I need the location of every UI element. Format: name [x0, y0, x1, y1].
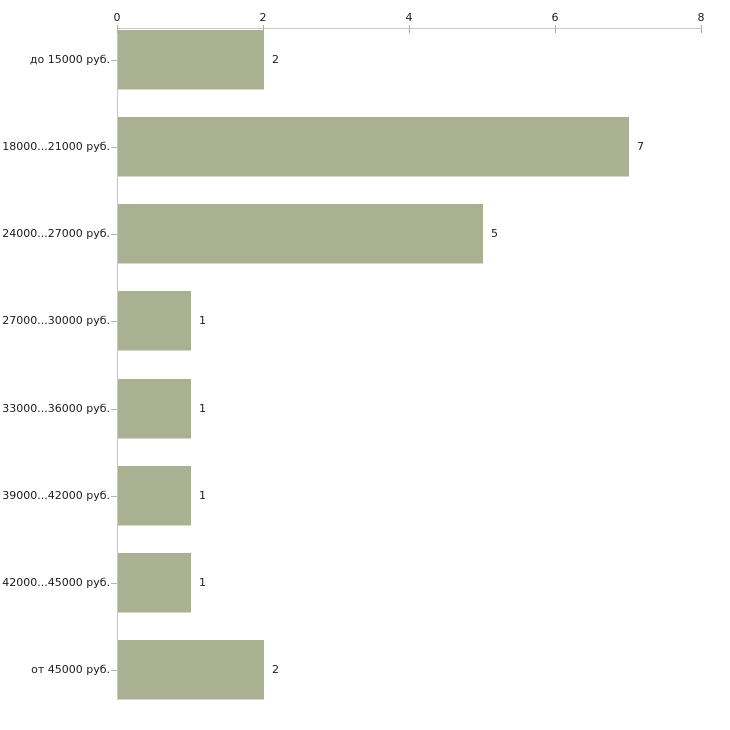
category-label: 42000...45000 руб.	[2, 576, 110, 589]
x-axis-tick-label: 4	[405, 11, 413, 24]
category-label: 39000...42000 руб.	[2, 489, 110, 502]
bar	[118, 30, 264, 90]
bar-value-label: 2	[272, 53, 279, 66]
bar	[118, 640, 264, 700]
bar	[118, 204, 483, 264]
bar	[118, 553, 191, 613]
bar	[118, 291, 191, 351]
x-axis-tick	[263, 25, 264, 33]
x-axis-tick	[117, 25, 118, 33]
bar-value-label: 1	[199, 314, 206, 327]
x-axis-tick	[555, 25, 556, 33]
y-axis-tick	[111, 670, 117, 671]
x-axis-tick-label: 2	[259, 11, 267, 24]
bar	[118, 117, 629, 177]
bar	[118, 466, 191, 526]
bar-value-label: 1	[199, 489, 206, 502]
bar-value-label: 2	[272, 663, 279, 676]
bar-value-label: 1	[199, 402, 206, 415]
x-axis-tick	[409, 25, 410, 33]
bar-value-label: 1	[199, 576, 206, 589]
bar	[118, 379, 191, 439]
y-axis-line	[117, 28, 118, 700]
y-axis-tick	[111, 409, 117, 410]
category-label: 24000...27000 руб.	[2, 227, 110, 240]
y-axis-tick	[111, 60, 117, 61]
bar-value-label: 7	[637, 140, 644, 153]
category-label: 33000...36000 руб.	[2, 402, 110, 415]
y-axis-tick	[111, 583, 117, 584]
y-axis-tick	[111, 147, 117, 148]
y-axis-tick	[111, 234, 117, 235]
category-label: 18000...21000 руб.	[2, 140, 110, 153]
y-axis-tick	[111, 321, 117, 322]
x-axis-tick-label: 8	[697, 11, 705, 24]
category-label: до 15000 руб.	[29, 53, 110, 66]
bar-value-label: 5	[491, 227, 498, 240]
x-axis-tick	[701, 25, 702, 33]
y-axis-tick	[111, 496, 117, 497]
x-axis-tick-label: 6	[551, 11, 559, 24]
category-label: 27000...30000 руб.	[2, 314, 110, 327]
category-label: от 45000 руб.	[31, 663, 110, 676]
x-axis-tick-label: 0	[113, 11, 121, 24]
